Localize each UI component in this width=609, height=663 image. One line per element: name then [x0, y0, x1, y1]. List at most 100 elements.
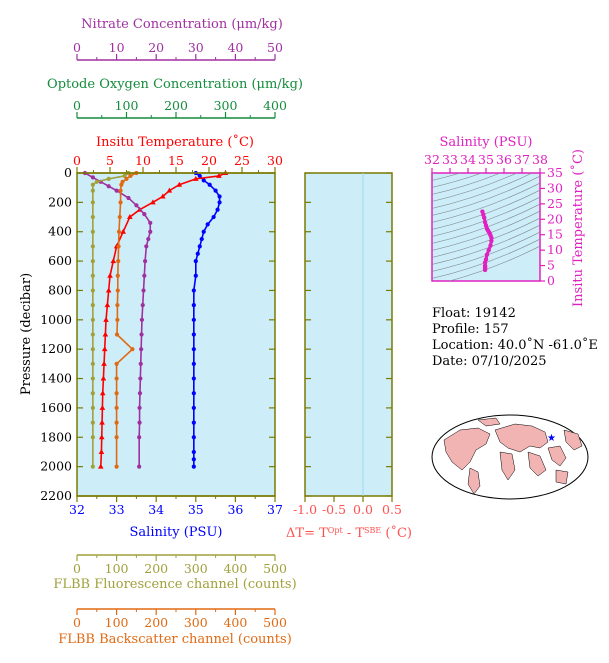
- nitrate-point: [137, 435, 142, 440]
- isopycnal-line: [432, 173, 518, 202]
- nitrate-point: [137, 391, 143, 396]
- pressure-tick-label: 1600: [40, 400, 72, 415]
- nitrate-point: [114, 188, 119, 193]
- temperature-point: [103, 316, 109, 322]
- temperature-point: [107, 272, 113, 278]
- ts-temperature-label: Insitu Temperature (˚C): [570, 149, 586, 307]
- salinity-point: [191, 376, 196, 381]
- backscatter-point: [114, 391, 119, 396]
- nitrate-point: [106, 184, 111, 189]
- pressure-tick-label: 2000: [40, 459, 72, 474]
- salinity-point: [191, 457, 196, 462]
- salinity-point: [191, 361, 196, 366]
- fluorescence-tick-label: 100: [105, 561, 129, 576]
- backscatter-point: [115, 273, 120, 278]
- fluorescence-point: [90, 391, 95, 396]
- isopycnal-line: [432, 224, 540, 265]
- salinity-point: [191, 317, 196, 322]
- nitrate-point: [142, 273, 147, 278]
- fluorescence-point: [90, 214, 95, 220]
- float-location-marker: ★: [547, 433, 556, 444]
- backscatter-point: [114, 420, 119, 425]
- salinity-point: [191, 420, 196, 425]
- pressure-tick-label: 0: [64, 165, 72, 180]
- backscatter-tick-label: 0: [73, 615, 81, 630]
- nitrate-tick-label: 50: [267, 40, 283, 55]
- date: Date: 07/10/2025: [432, 354, 547, 369]
- salinity-point: [193, 258, 198, 264]
- temperature-point: [99, 390, 106, 396]
- salinity-tick-label: 35: [188, 502, 204, 517]
- backscatter-axis-label: FLBB Backscatter channel (counts): [58, 632, 292, 647]
- nitrate-point: [144, 244, 149, 249]
- isopycnal-line: [402, 73, 550, 123]
- backscatter-point: [130, 347, 135, 352]
- ts-y-tick-label: 25: [547, 196, 563, 211]
- nitrate-point: [137, 420, 142, 425]
- isopycnal-line: [432, 173, 533, 209]
- fluorescence-point: [90, 258, 95, 264]
- nitrate-axis-label: Nitrate Concentration (μm/kg): [81, 17, 283, 32]
- ts-point: [482, 260, 488, 265]
- ts-point: [482, 215, 487, 220]
- salinity-point: [197, 244, 202, 249]
- ts-point: [488, 243, 493, 248]
- backscatter-point: [115, 288, 120, 293]
- salinity-tick-label: 36: [227, 502, 243, 517]
- nitrate-point: [134, 203, 139, 208]
- backscatter-tick-label: 300: [184, 615, 208, 630]
- fluorescence-point: [90, 420, 95, 425]
- delta-t-tick-label: 0.5: [382, 502, 402, 517]
- ts-salinity-label: Salinity (PSU): [440, 135, 533, 150]
- temperature-point: [193, 175, 199, 181]
- isopycnal-line: [448, 245, 540, 281]
- salinity-point: [191, 464, 196, 469]
- salinity-point: [199, 236, 204, 242]
- salinity-point: [191, 288, 196, 293]
- oxygen-axis-label: Optode Oxygen Concentration (μm/kg): [47, 77, 303, 92]
- ts-y-tick-label: 5: [547, 258, 555, 273]
- temperature-point: [97, 463, 104, 469]
- temperature-point: [100, 375, 107, 381]
- fluorescence-tick-label: 300: [184, 561, 208, 576]
- nitrate-point: [137, 405, 142, 411]
- temperature-point: [150, 199, 156, 205]
- nitrate-point: [139, 317, 145, 322]
- ts-x-tick-label: 38: [532, 152, 548, 167]
- fluorescence-point: [90, 273, 95, 278]
- temperature-point: [102, 331, 109, 337]
- nitrate-point: [146, 236, 151, 242]
- nitrate-point: [138, 376, 143, 381]
- nitrate-tick-label: 20: [148, 40, 164, 55]
- salinity-point: [191, 405, 196, 411]
- fluorescence-point: [90, 317, 95, 322]
- fluorescence-tick-label: 400: [223, 561, 247, 576]
- temperature-tick-label: 15: [168, 153, 184, 168]
- isopycnal-line: [432, 173, 483, 188]
- salinity-axis-label: Salinity (PSU): [130, 525, 223, 540]
- oxygen-tick-label: 400: [263, 98, 287, 113]
- fluorescence-point: [90, 376, 95, 381]
- isopycnal-line: [402, 52, 550, 102]
- isopycnal-line: [402, 80, 550, 130]
- fluorescence-point: [90, 405, 95, 411]
- nitrate-tick-label: 0: [73, 40, 81, 55]
- salinity-point: [217, 200, 222, 205]
- salinity-point: [191, 435, 196, 440]
- isopycnal-line: [432, 173, 502, 195]
- backscatter-axis: 0 100 200 300 400 500 FLBB Backscatter channe…: [58, 608, 292, 647]
- fluorescence-axis: 0 100 200 300 400 500 FLBB Fluorescence chann…: [53, 554, 297, 592]
- oxygen-tick-label: 0: [73, 98, 81, 113]
- backscatter-point: [119, 182, 124, 187]
- salinity-point: [201, 178, 206, 183]
- main-plot: 0 5 10 15 20 25 30 32 33 34 35 36 37 0 200 400 600 800 1…: [19, 153, 283, 540]
- pressure-tick-label: 1200: [40, 341, 72, 356]
- nitrate-profile-line: [84, 172, 152, 467]
- nitrate-point: [148, 229, 153, 234]
- nitrate-tick-label: 40: [227, 40, 243, 55]
- ts-x-tick-label: 32: [424, 152, 440, 167]
- salinity-point: [217, 194, 222, 199]
- temperature-tick-label: 10: [135, 153, 151, 168]
- fluorescence-point: [90, 435, 95, 440]
